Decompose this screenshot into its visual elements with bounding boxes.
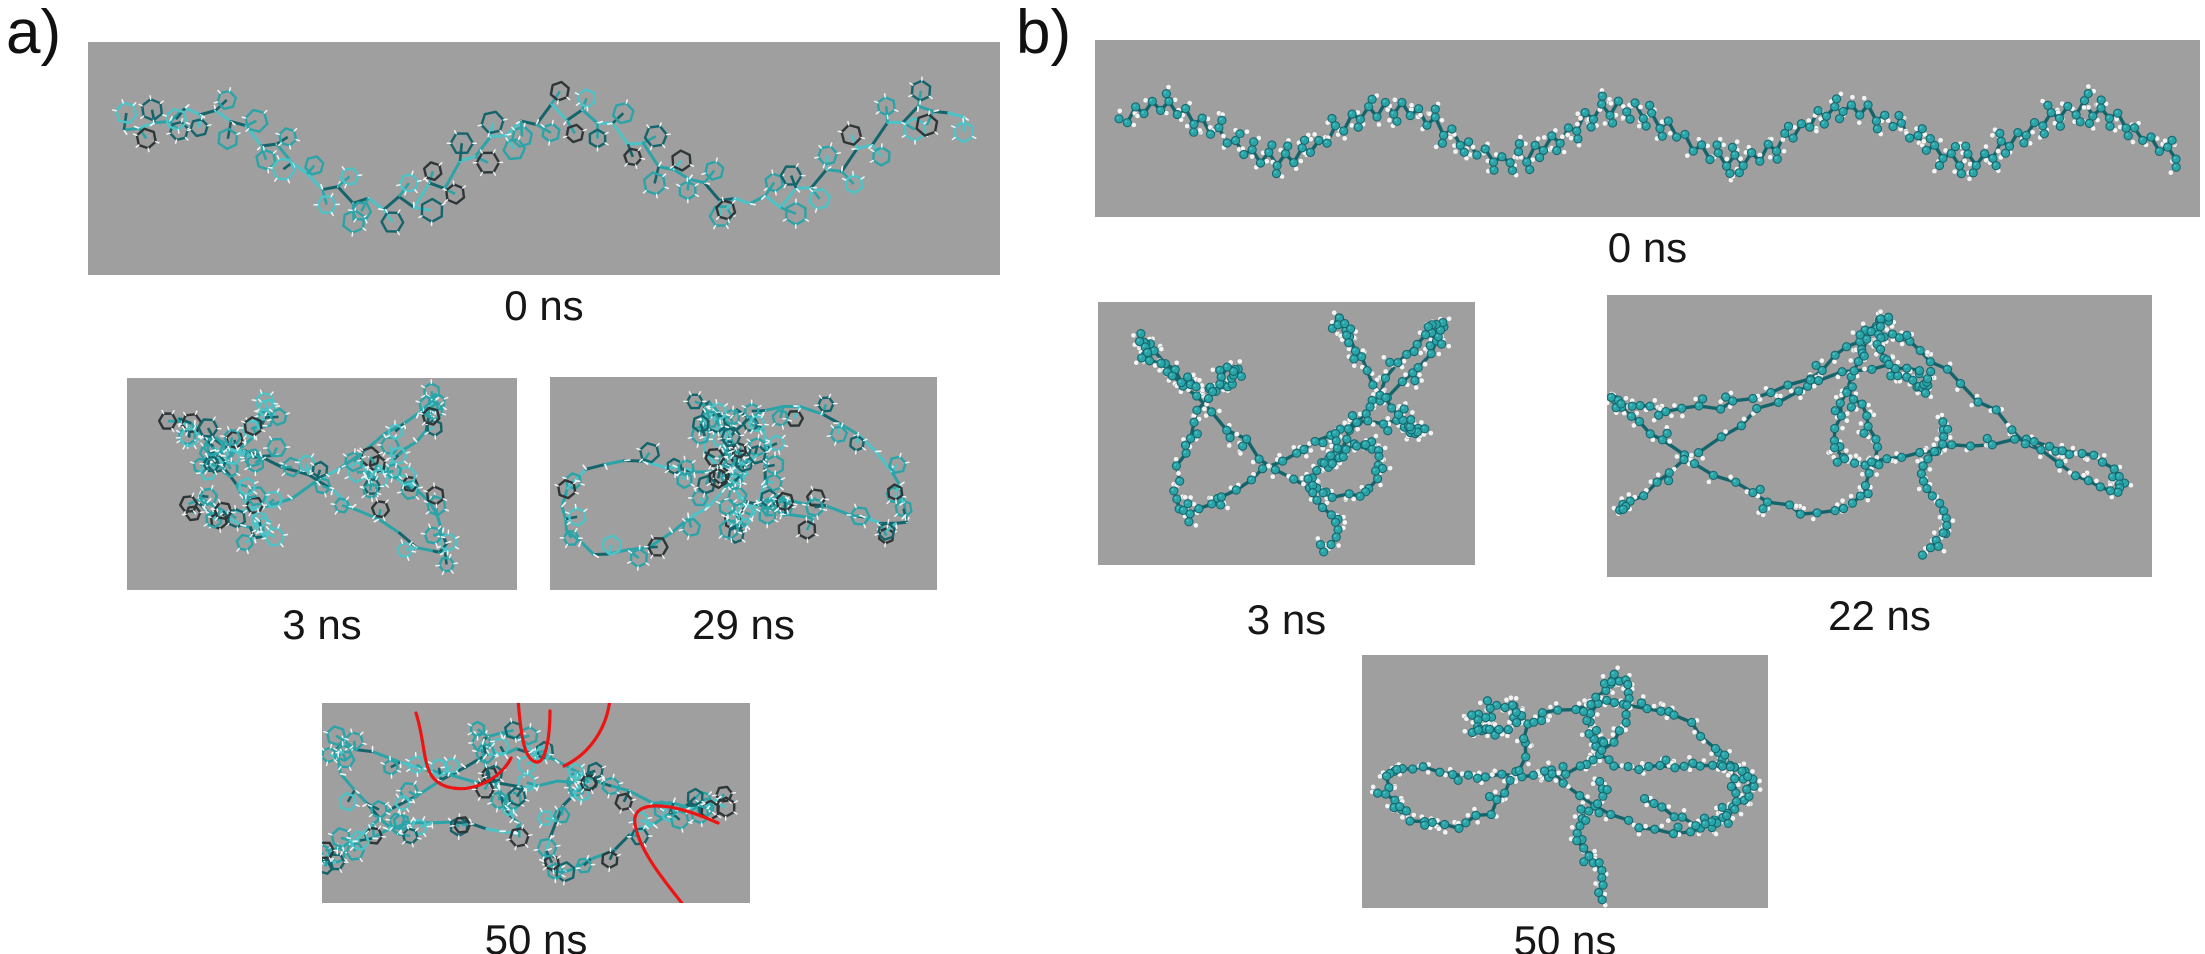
- snapshot-a-29ns: 29 ns: [550, 377, 937, 646]
- snapshot-b-0ns: 0 ns: [1095, 40, 2200, 269]
- time-label: 50 ns: [484, 916, 588, 954]
- molecule-image-b-3ns: [1098, 302, 1475, 565]
- molecule-image-a-3ns: [127, 378, 517, 590]
- group-label-b: b): [1016, 0, 1072, 67]
- molecule-image-a-29ns: [550, 377, 937, 590]
- snapshot-b-3ns: 3 ns: [1098, 302, 1475, 641]
- snapshot-b-50ns: 50 ns: [1362, 655, 1768, 954]
- time-label: 0 ns: [1607, 224, 1688, 271]
- molecule-image-a-50ns: [322, 703, 750, 903]
- time-label: 3 ns: [1246, 596, 1327, 643]
- time-label: 0 ns: [504, 282, 584, 329]
- time-label: 29 ns: [692, 601, 795, 648]
- snapshot-a-3ns: 3 ns: [127, 378, 517, 646]
- group-label-a: a): [6, 0, 62, 67]
- time-label: 3 ns: [282, 601, 362, 648]
- time-label: 50 ns: [1513, 917, 1617, 954]
- time-label: 22 ns: [1828, 592, 1931, 639]
- snapshot-a-50ns: 50 ns: [322, 703, 750, 954]
- snapshot-a-0ns: 0 ns: [88, 42, 1000, 327]
- molecule-image-b-22ns: [1607, 295, 2152, 577]
- molecule-image-b-0ns: [1095, 40, 2200, 217]
- molecule-image-b-50ns: [1362, 655, 1768, 908]
- snapshot-b-22ns: 22 ns: [1607, 295, 2152, 637]
- molecule-image-a-0ns: [88, 42, 1000, 275]
